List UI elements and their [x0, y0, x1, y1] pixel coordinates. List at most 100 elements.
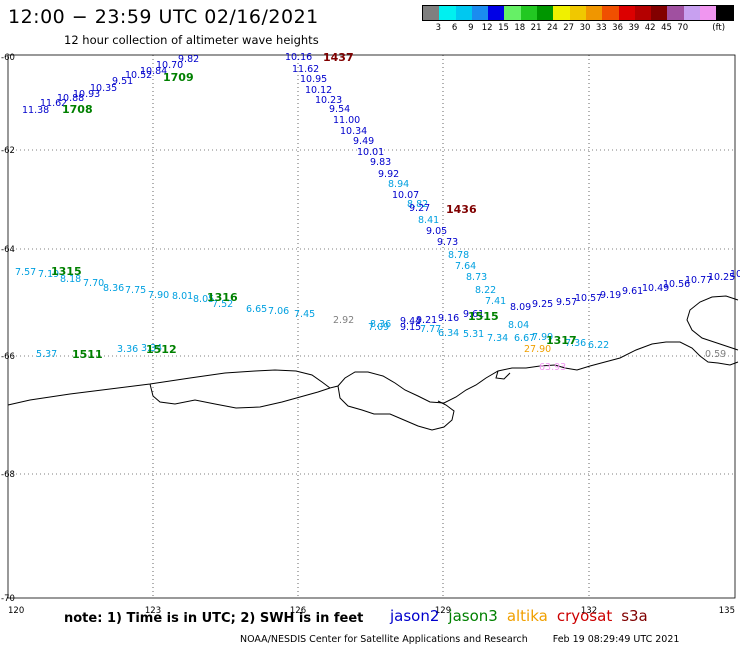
wave-height-value: 3.36 — [117, 344, 138, 355]
pass-time-label: 1708 — [62, 103, 93, 116]
legend-note: note: 1) Time is in UTC; 2) SWH is in fe… — [64, 611, 364, 626]
wave-height-value: 10.25 — [708, 272, 735, 283]
wave-height-value: 10.01 — [357, 147, 384, 158]
longitude-tick-label: 123 — [145, 606, 161, 616]
wave-height-value: 10.95 — [300, 74, 327, 85]
wave-height-value: 9.44 — [400, 316, 421, 327]
wave-height-value: 6.65 — [246, 304, 267, 315]
pass-time-label: 1437 — [323, 51, 354, 64]
color-scale-tick: 36 — [612, 23, 624, 33]
color-swatch — [455, 6, 472, 20]
wave-height-value: 10.16 — [285, 52, 312, 63]
wave-height-value: 9.57 — [556, 297, 577, 308]
wave-height-value: 7.41 — [485, 296, 506, 307]
wave-height-value: 7.34 — [487, 333, 508, 344]
wave-height-value: 11.62 — [40, 98, 67, 109]
color-swatch — [634, 6, 652, 20]
wave-height-value: 7.77 — [420, 324, 441, 335]
wave-height-value: 11.00 — [333, 115, 360, 126]
pass-time-label: 1317 — [546, 334, 577, 347]
wave-height-value: 10.12 — [305, 85, 332, 96]
wave-height-value: 11.38 — [22, 105, 49, 116]
wave-height-value: 9.51 — [112, 76, 133, 87]
wave-height-value: 9.15 — [400, 322, 421, 333]
color-swatch — [488, 6, 505, 20]
satellite-legend-item: s3a — [621, 607, 648, 625]
color-scale-legend: 3 6 9 12 15 18 21 24 27 30 33 36 39 42 45 70 (ft) — [422, 5, 734, 35]
wave-height-value: 8.94 — [388, 179, 409, 190]
wave-height-value: 7.06 — [268, 306, 289, 317]
color-swatch — [439, 6, 456, 20]
wave-height-value: 8.18 — [60, 274, 81, 285]
color-scale-ticks: 3 6 9 12 15 18 21 24 27 30 33 36 39 42 45 70 (ft) — [422, 21, 734, 35]
longitude-tick-label: 120 — [8, 606, 24, 616]
graticule: 120 123 126 129 132 135 -60 -62 -64 -66 -68 -70 — [1, 53, 736, 616]
color-swatch — [585, 6, 603, 20]
wave-height-value: 8.36 — [370, 319, 391, 330]
wave-height-value: 10.70 — [156, 60, 183, 71]
latitude-tick-label: -64 — [1, 245, 15, 255]
wave-height-value: 8.78 — [448, 250, 469, 261]
wave-height-value: 7.70 — [83, 278, 104, 289]
wave-height-value: 10.07 — [392, 190, 419, 201]
color-scale-tick: 12 — [481, 23, 493, 33]
wave-height-value: 9.82 — [178, 54, 199, 65]
wave-height-value: 3.34 — [141, 343, 162, 354]
color-scale-tick: 6 — [451, 23, 458, 33]
wave-height-value: 8.01 — [172, 291, 193, 302]
pass-time-label: 1316 — [207, 291, 238, 304]
color-swatch — [520, 6, 538, 20]
wave-height-value: 6.22 — [588, 340, 609, 351]
color-swatch — [471, 6, 489, 20]
wave-height-value: 8.05 — [193, 294, 214, 305]
color-scale-tick: 70 — [677, 23, 689, 33]
wave-height-value: 7.52 — [212, 299, 233, 310]
pass-time-label: 1511 — [72, 348, 103, 361]
color-swatch — [716, 6, 733, 20]
wave-height-value: 11.62 — [292, 64, 319, 75]
wave-height-value: 10.56 — [663, 279, 690, 290]
wave-height-value: 9.19 — [600, 290, 621, 301]
wave-height-value: 7.09 — [368, 322, 389, 333]
wave-height-value: 5.37 — [36, 349, 57, 360]
wave-height-value: 9.21 — [416, 315, 437, 326]
map-subtitle: 12 hour collection of altimeter wave hei… — [64, 33, 319, 47]
wave-height-value: 9.25 — [532, 299, 553, 310]
wave-height-value: 2.92 — [333, 315, 354, 326]
color-scale-tick: 45 — [661, 23, 672, 33]
wave-height-value: 10.77 — [685, 275, 712, 286]
wave-height-value: 6.34 — [438, 328, 459, 339]
wave-height-value: 8.09 — [510, 302, 531, 313]
color-scale-tick: 24 — [546, 23, 558, 33]
color-swatch — [683, 6, 701, 20]
ice-shelf-outline-4 — [686, 295, 739, 351]
wave-height-value: 10.88 — [57, 93, 84, 104]
wave-height-value: 9.83 — [370, 157, 391, 168]
color-scale-tick: 9 — [468, 23, 474, 33]
pass-time-label: 1436 — [446, 203, 477, 216]
latitude-tick-label: -62 — [1, 146, 15, 156]
color-scale-swatches — [422, 5, 734, 21]
color-scale-tick: 30 — [579, 23, 591, 33]
pass-time-label: 1315 — [51, 265, 82, 278]
wave-height-value: 10.52 — [125, 70, 152, 81]
wave-height-value: 10 — [730, 269, 740, 280]
map-frame — [7, 54, 736, 599]
color-swatch — [618, 6, 635, 20]
footer: NOAA/NESDIS Center for Satellite Applica… — [240, 634, 701, 645]
footer-timestamp: Feb 19 08:29:49 UTC 2021 — [552, 634, 680, 645]
pass-time-label: 1512 — [146, 343, 177, 356]
wave-height-value: 7.75 — [125, 285, 146, 296]
color-scale-tick: 15 — [498, 23, 509, 33]
footer-center-credit: NOAA/NESDIS Center for Satellite Applica… — [240, 634, 528, 645]
ice-shelf-outline-3 — [495, 370, 511, 380]
wave-height-value: 8.04 — [508, 320, 529, 331]
wave-height-value: 9.73 — [437, 237, 458, 248]
wave-height-value: 7.99 — [532, 332, 553, 343]
color-swatch — [700, 6, 717, 20]
wave-height-value: 9.27 — [409, 203, 430, 214]
wave-height-value: 7.19 — [38, 269, 59, 280]
color-scale-tick: 39 — [628, 23, 640, 33]
pass-time-label: 1709 — [163, 71, 194, 84]
